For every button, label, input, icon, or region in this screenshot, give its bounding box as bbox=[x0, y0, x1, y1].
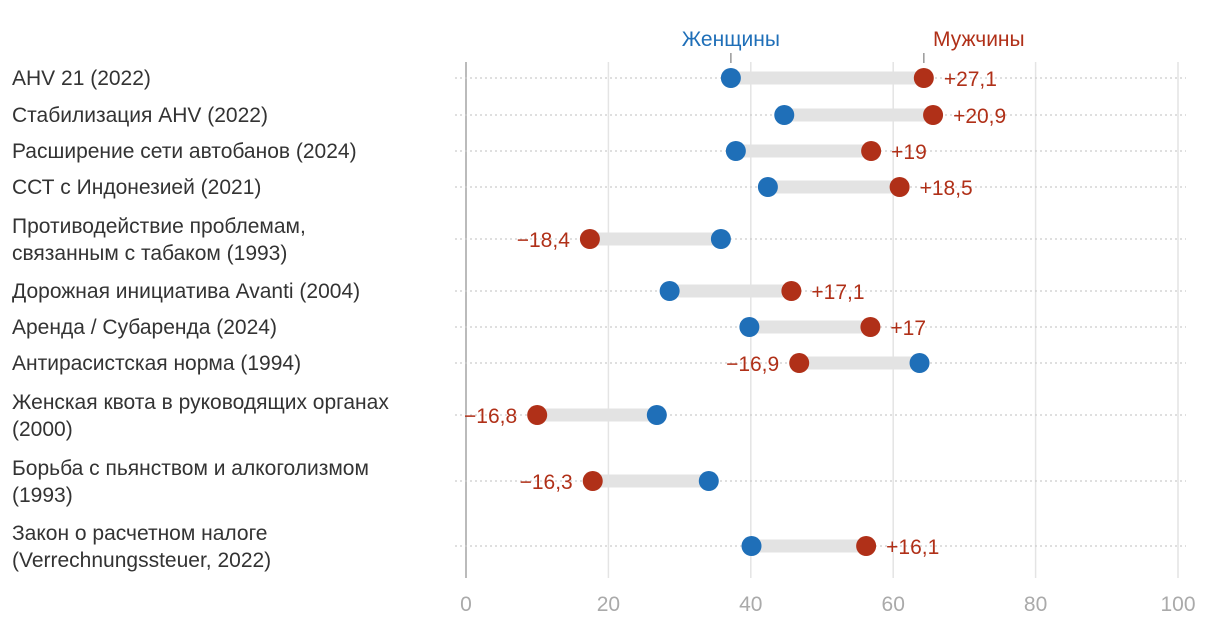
row-label: Расширение сети автобанов (2024) bbox=[12, 140, 357, 163]
women-dot bbox=[909, 353, 930, 373]
women-dot bbox=[720, 68, 741, 88]
row-label: Стабилизация AHV (2022) bbox=[12, 104, 268, 127]
men-dot bbox=[582, 471, 603, 491]
men-dot bbox=[579, 229, 600, 249]
x-tick-label: 60 bbox=[882, 593, 905, 616]
diff-label: −16,9 bbox=[726, 353, 779, 376]
row-label: Борьба с пьянством и алкоголизмом bbox=[12, 457, 369, 480]
diff-label: +20,9 bbox=[953, 105, 1006, 128]
men-dot bbox=[861, 141, 882, 161]
men-dot bbox=[923, 105, 944, 125]
men-dot bbox=[860, 317, 881, 337]
women-dot bbox=[659, 281, 680, 301]
women-dot bbox=[710, 229, 731, 249]
women-dot bbox=[774, 105, 795, 125]
men-dot bbox=[913, 68, 934, 88]
row: Дорожная инициатива Avanti (2004) +17,1 bbox=[12, 280, 1186, 304]
x-tick-label: 100 bbox=[1160, 593, 1195, 616]
men-dot bbox=[789, 353, 810, 373]
women-dot bbox=[739, 317, 760, 337]
row-label: AHV 21 (2022) bbox=[12, 67, 151, 90]
women-dot bbox=[741, 536, 762, 556]
legend-women: Женщины bbox=[682, 28, 780, 51]
men-dot bbox=[856, 536, 877, 556]
x-tick-label: 20 bbox=[597, 593, 620, 616]
row-label: Женская квота в руководящих органах bbox=[12, 391, 389, 414]
diff-label: −16,8 bbox=[464, 405, 517, 428]
women-dot bbox=[757, 177, 778, 197]
row: Стабилизация AHV (2022) +20,9 bbox=[12, 104, 1186, 128]
row: AHV 21 (2022) +27,1 bbox=[12, 67, 1186, 91]
diff-label: +18,5 bbox=[920, 177, 973, 200]
row-label: Дорожная инициатива Avanti (2004) bbox=[12, 280, 360, 303]
women-dot bbox=[698, 471, 719, 491]
row: Противодействие проблемам, связанным с та… bbox=[12, 215, 1186, 265]
row: Аренда / Субаренда (2024) +17 bbox=[12, 316, 1186, 340]
women-dot bbox=[725, 141, 746, 161]
men-dot bbox=[889, 177, 910, 197]
x-tick-label: 80 bbox=[1024, 593, 1047, 616]
women-dot bbox=[646, 405, 667, 425]
row-label: Противодействие проблемам, bbox=[12, 215, 306, 238]
diff-label: +19 bbox=[891, 141, 927, 164]
x-tick-label: 40 bbox=[739, 593, 762, 616]
diff-label: +17 bbox=[890, 317, 926, 340]
row-label: ССТ с Индонезией (2021) bbox=[12, 176, 261, 199]
row: Женская квота в руководящих органах (2000… bbox=[12, 391, 1186, 441]
diff-label: −16,3 bbox=[520, 471, 573, 494]
legend-men: Мужчины bbox=[933, 28, 1025, 51]
x-tick-label: 0 bbox=[460, 593, 472, 616]
diff-label: +16,1 bbox=[886, 536, 939, 559]
diff-label: +27,1 bbox=[944, 68, 997, 91]
row-label: (Verrechnungssteuer, 2022) bbox=[12, 549, 271, 572]
men-dot bbox=[781, 281, 802, 301]
men-dot bbox=[527, 405, 548, 425]
row: Закон о расчетном налоге (Verrechnungsste… bbox=[12, 522, 1186, 572]
diff-label: −18,4 bbox=[517, 229, 570, 252]
row: Антирасистская норма (1994) −16,9 bbox=[12, 352, 1186, 376]
row: Расширение сети автобанов (2024) +19 bbox=[12, 140, 1186, 164]
row-label: Антирасистская норма (1994) bbox=[12, 352, 301, 375]
row-label: Закон о расчетном налоге bbox=[12, 522, 267, 545]
row-label: (2000) bbox=[12, 418, 73, 441]
row-label: связанным с табаком (1993) bbox=[12, 242, 287, 265]
row-label: (1993) bbox=[12, 484, 73, 507]
row: Борьба с пьянством и алкоголизмом (1993) −… bbox=[12, 457, 1186, 507]
row-label: Аренда / Субаренда (2024) bbox=[12, 316, 277, 339]
diff-label: +17,1 bbox=[811, 281, 864, 304]
row: ССТ с Индонезией (2021) +18,5 bbox=[12, 176, 1186, 200]
